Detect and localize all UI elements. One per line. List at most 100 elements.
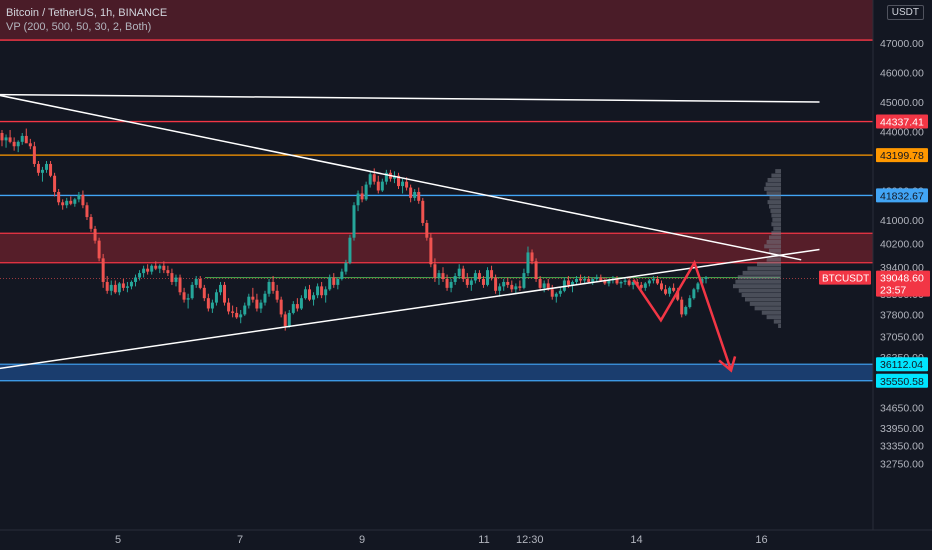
vp-bar [766, 257, 781, 262]
candle [328, 274, 332, 291]
candle-body [498, 286, 502, 291]
candle [457, 264, 461, 279]
candle [583, 276, 587, 284]
candle-body [61, 202, 65, 206]
candle-body [461, 268, 465, 279]
candle [243, 302, 247, 316]
candle-body [417, 191, 421, 201]
candle-body [566, 280, 570, 285]
candle [287, 309, 291, 328]
vp-bar [769, 248, 781, 253]
candle-body [235, 312, 239, 318]
candle-body [218, 284, 222, 293]
candle-body [247, 296, 251, 306]
candle [514, 283, 518, 294]
candle-body [522, 273, 526, 288]
vp-bar [749, 301, 781, 306]
candle-body [316, 286, 320, 296]
candle [295, 298, 299, 312]
candle-body [542, 283, 546, 288]
candle-body [595, 277, 599, 279]
candle [506, 277, 510, 288]
candle [453, 273, 457, 285]
candle [364, 181, 368, 201]
candle-body [89, 217, 93, 229]
candle-body [174, 277, 178, 282]
candle-body [486, 270, 490, 285]
candle-body [607, 280, 611, 284]
currency-button[interactable]: USDT [886, 5, 924, 20]
candle-body [105, 281, 109, 291]
candle-body [194, 279, 198, 285]
trendline-2 [0, 248, 820, 370]
candle [356, 190, 360, 212]
vp-bar [769, 195, 781, 200]
candle-body [384, 172, 388, 182]
candle-body [469, 280, 473, 285]
vp-bar [775, 169, 781, 174]
candle-body [627, 280, 631, 285]
candle-body [348, 237, 352, 263]
candle [550, 284, 554, 300]
candle-body [546, 283, 550, 290]
level-tag-2-bg [876, 148, 928, 163]
candle [267, 279, 271, 297]
level-tag-1: 44337.41 [880, 117, 924, 129]
candle-body [550, 289, 554, 297]
candle [85, 202, 89, 220]
candle-body [117, 283, 121, 293]
candle-body [328, 277, 332, 290]
candle [595, 274, 599, 282]
candle [275, 284, 279, 303]
candle-body [36, 163, 40, 173]
candle [214, 289, 218, 306]
level-tag-3-bg [876, 188, 928, 203]
projection-arrowhead [718, 356, 737, 373]
candle-body [142, 268, 146, 274]
candle-body [85, 205, 89, 218]
candle [227, 298, 231, 315]
candle-body [599, 277, 603, 281]
candle-body [664, 289, 668, 294]
symbol-tag-bg [819, 270, 871, 285]
y-tick-label: 34650.00 [880, 402, 924, 414]
candle-body [490, 270, 494, 278]
candle [166, 265, 170, 277]
trendlines [0, 93, 820, 370]
candle [93, 225, 97, 244]
candle-body [12, 141, 16, 147]
candle [425, 220, 429, 241]
candle-body [437, 273, 441, 278]
candle [441, 267, 445, 282]
candle [579, 274, 583, 284]
candle [615, 276, 619, 285]
candle-body [530, 252, 534, 262]
candle-body [170, 273, 174, 282]
candle [481, 276, 485, 288]
candle-body [178, 277, 182, 293]
candle-body [538, 279, 542, 288]
candle-body [93, 228, 97, 241]
candle [117, 281, 121, 296]
volume-profile [733, 169, 781, 329]
vp-bar [747, 266, 781, 271]
indicator-title: VP (200, 500, 50, 30, 2, Both) [6, 21, 152, 33]
vp-bar [771, 231, 781, 236]
vp-bar [766, 315, 781, 320]
candle [409, 184, 413, 203]
candle [146, 264, 150, 275]
vp-bar [733, 284, 781, 289]
candle [562, 277, 566, 293]
candle-body [49, 163, 53, 176]
candle-body [263, 293, 267, 303]
candle [158, 264, 162, 274]
candle-body [299, 298, 303, 309]
candle-body [619, 281, 623, 284]
candle-body [397, 175, 401, 187]
x-tick-label: 5 [115, 534, 121, 546]
y-tick-label: 33350.00 [880, 441, 924, 453]
candle [247, 293, 251, 309]
vp-bar [741, 293, 781, 298]
candle [0, 130, 4, 147]
